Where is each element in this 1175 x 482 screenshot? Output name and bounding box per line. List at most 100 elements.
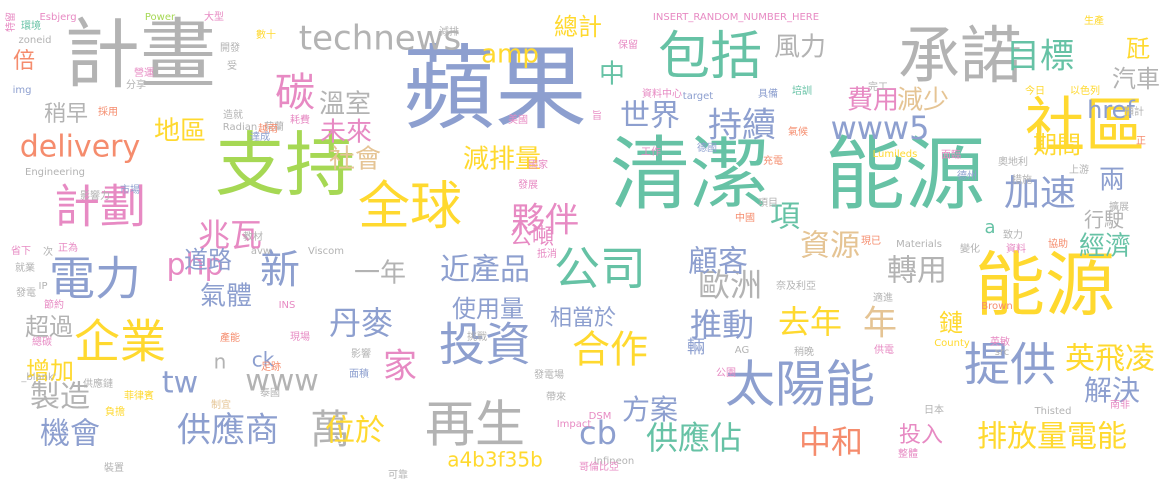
cloud-word-4eca-65e5: 今日 [1025, 84, 1045, 97]
cloud-word-7bc0-7d04: 節約 [44, 298, 64, 311]
cloud-word-7a0d-665a: 稍晚 [794, 345, 814, 358]
cloud-word-860b-679c: 蘋果 [403, 35, 587, 142]
cloud-word-5f71-97ff-529b: 影響力 [80, 189, 110, 202]
cloud-word-4e00-5e74: 一年 [354, 259, 406, 289]
cloud-word-ip: IP [39, 281, 48, 292]
cloud-word-6a5f-6703: 機會 [40, 417, 100, 452]
cloud-word-9805-76ee: 項目 [758, 197, 778, 209]
cloud-word-5925-4f34: 夥伴 [511, 201, 579, 241]
cloud-word-9805: 項 [770, 200, 800, 235]
cloud-word-zoneid: zoneid [19, 35, 52, 46]
cloud-word-63a8-52d5: 推動 [690, 306, 754, 344]
cloud-word-52a0-901f: 加速 [1004, 173, 1076, 214]
cloud-word-6cf0-570b: 泰國 [260, 386, 280, 399]
cloud-word-thisted: Thisted [1034, 406, 1072, 417]
cloud-word-5de5-4f5c: 工作 [641, 146, 661, 158]
cloud-word-www: www [245, 364, 319, 399]
cloud-word-5927-578b: 大型 [204, 10, 224, 23]
cloud-word-7d93-6fdf: 經濟 [1079, 232, 1131, 262]
cloud-word-5236-5b9c: 制宜 [211, 398, 231, 411]
cloud-word-8fd1-7522-54c1: 近產品 [440, 253, 530, 288]
cloud-word-power: Power [145, 12, 176, 23]
cloud-word-8a08-5283: 計劃 [54, 180, 146, 234]
cloud-word-6295-5165: 投入 [899, 423, 943, 448]
cloud-word-6c7d-8eca: 汽車 [1112, 65, 1160, 93]
cloud-word-88dd-7f6e: 裝置 [104, 461, 124, 474]
cloud-word-9069-9032: 適進 [873, 291, 893, 304]
cloud-word-627f-8afe: 承諾 [898, 19, 1022, 92]
cloud-word-5177-5099: 具備 [758, 87, 778, 100]
cloud-word-7522-80fd: 產能 [220, 331, 240, 344]
cloud-word-5948-53ca-5229-4e9e: 奈及利亞 [776, 279, 816, 292]
cloud-word-8d8a-5357: 越南 [258, 122, 278, 135]
cloud-word-5f71-97ff: 影響 [351, 347, 371, 360]
cloud-word-82f1-654f: 英敏 [990, 335, 1010, 348]
cloud-word-8f1b: 輛 [687, 337, 705, 358]
cloud-word-793e-5340: 社區 [1025, 92, 1145, 162]
cloud-word-engineering: Engineering [25, 167, 85, 178]
cloud-word-6b50-6d32: 歐洲 [698, 266, 762, 304]
cloud-word-652f-6301: 支持 [215, 124, 355, 206]
cloud-word-4e16-754c: 世界 [620, 99, 680, 134]
cloud-word-radian: Radian [223, 122, 257, 133]
cloud-word-5b8c-5de5: 完工 [868, 80, 888, 93]
cloud-word-materials: Materials [896, 239, 942, 250]
cloud-word-65b0: 新 [260, 247, 300, 293]
cloud-word-76ee-6a19: 目標 [1006, 37, 1074, 77]
cloud-word-5408-4f5c: 合作 [572, 328, 648, 372]
cloud-word-54e5-502b-6bd4-4e9e: 哥倫比亞 [579, 460, 619, 473]
cloud-word-63a1-7528: 採用 [98, 105, 118, 118]
cloud-word-96fb-529b: 電力 [49, 252, 141, 306]
cloud-word-infineon: Infineon [594, 456, 635, 467]
cloud-word-5967-5730-5229: 奧地利 [998, 155, 1028, 168]
cloud-word-amp: amp [481, 40, 539, 70]
cloud-word-93c8: 鏈 [939, 309, 963, 337]
cloud-word-65b9-6848: 方案 [622, 393, 678, 426]
cloud-word-500d: 倍 [13, 49, 35, 74]
cloud-word-5bb6: 家 [383, 347, 417, 387]
cloud-word-53d7: 受 [227, 60, 237, 72]
cloud-word-4e2d-548c: 中和 [799, 423, 863, 461]
cloud-word-570b-5bb6: 國家 [528, 158, 548, 171]
cloud-word-n: n [214, 350, 227, 374]
cloud-word-tw: tw [162, 366, 198, 401]
cloud-word-4fdd-7559: 保留 [618, 38, 638, 51]
cloud-word-brown: Brown [981, 301, 1012, 312]
cloud-word-9054-6210: 達成 [250, 131, 270, 143]
cloud-word-4f9b-61c9-93c8: 供應鏈 [83, 377, 113, 390]
cloud-word-7e3d-78b3: 總碳 [32, 335, 52, 348]
cloud-word-63d0-4f9b: 提供 [964, 338, 1056, 392]
cloud-word-64f4-5c55: 擴展 [1109, 200, 1129, 213]
cloud-word-4e39-9ea5: 丹麥 [329, 304, 393, 342]
cloud-word-county: County [934, 338, 970, 349]
cloud-word-6295-8cc7: 投資 [439, 318, 531, 372]
cloud-word-8a08-756b: 計畫 [64, 10, 216, 99]
cloud-word-5206-4eab: 分享 [126, 78, 146, 91]
cloud-word-83f2-5f8b-8cd3: 菲律賓 [124, 389, 154, 402]
cloud-word-65e5-672c: 日本 [924, 403, 944, 416]
cloud-word-blank: _blank' [20, 372, 56, 383]
cloud-word-6559-6750: 教材 [243, 230, 263, 243]
cloud-word-6b21: 次 [43, 245, 53, 258]
cloud-word-5169: 兩 [1099, 166, 1125, 196]
cloud-word-8b8a-5316: 變化 [960, 242, 980, 255]
cloud-word-767c-5c55: 發展 [518, 178, 538, 191]
cloud-word-5c31-696d: 就業 [15, 261, 35, 274]
cloud-word-8ca0-64d4: 負擔 [105, 405, 125, 418]
cloud-word-href: href [1087, 96, 1135, 124]
cloud-word-6574-9ad4: 整體 [898, 447, 918, 460]
cloud-word-8cc7-6599: 資料 [1006, 242, 1026, 255]
cloud-word-5146-74e6: 兆瓦 [198, 216, 262, 254]
cloud-word-80fd-6e90: 能源 [975, 244, 1115, 326]
cloud-word-5fb7-570b: 德國 [697, 141, 717, 154]
cloud-word-6311-6230: 挑戰 [467, 330, 487, 343]
cloud-word-767c-96fb-5834: 發電場 [534, 368, 564, 381]
cloud-word-4e0a-6e38: 上游 [1069, 163, 1089, 176]
cloud-word-php: php [166, 248, 223, 283]
cloud-word-65e8: 旨 [592, 110, 602, 122]
cloud-word-4ee5-8272-5217: 以色列 [1070, 84, 1100, 97]
cloud-word-80fd-6e90: 能源 [825, 128, 985, 221]
cloud-word-cb: cb [579, 414, 617, 452]
cloud-word-57f9-8a13: 培訓 [792, 84, 812, 97]
cloud-word-7701-4e0b: 省下 [11, 244, 31, 257]
